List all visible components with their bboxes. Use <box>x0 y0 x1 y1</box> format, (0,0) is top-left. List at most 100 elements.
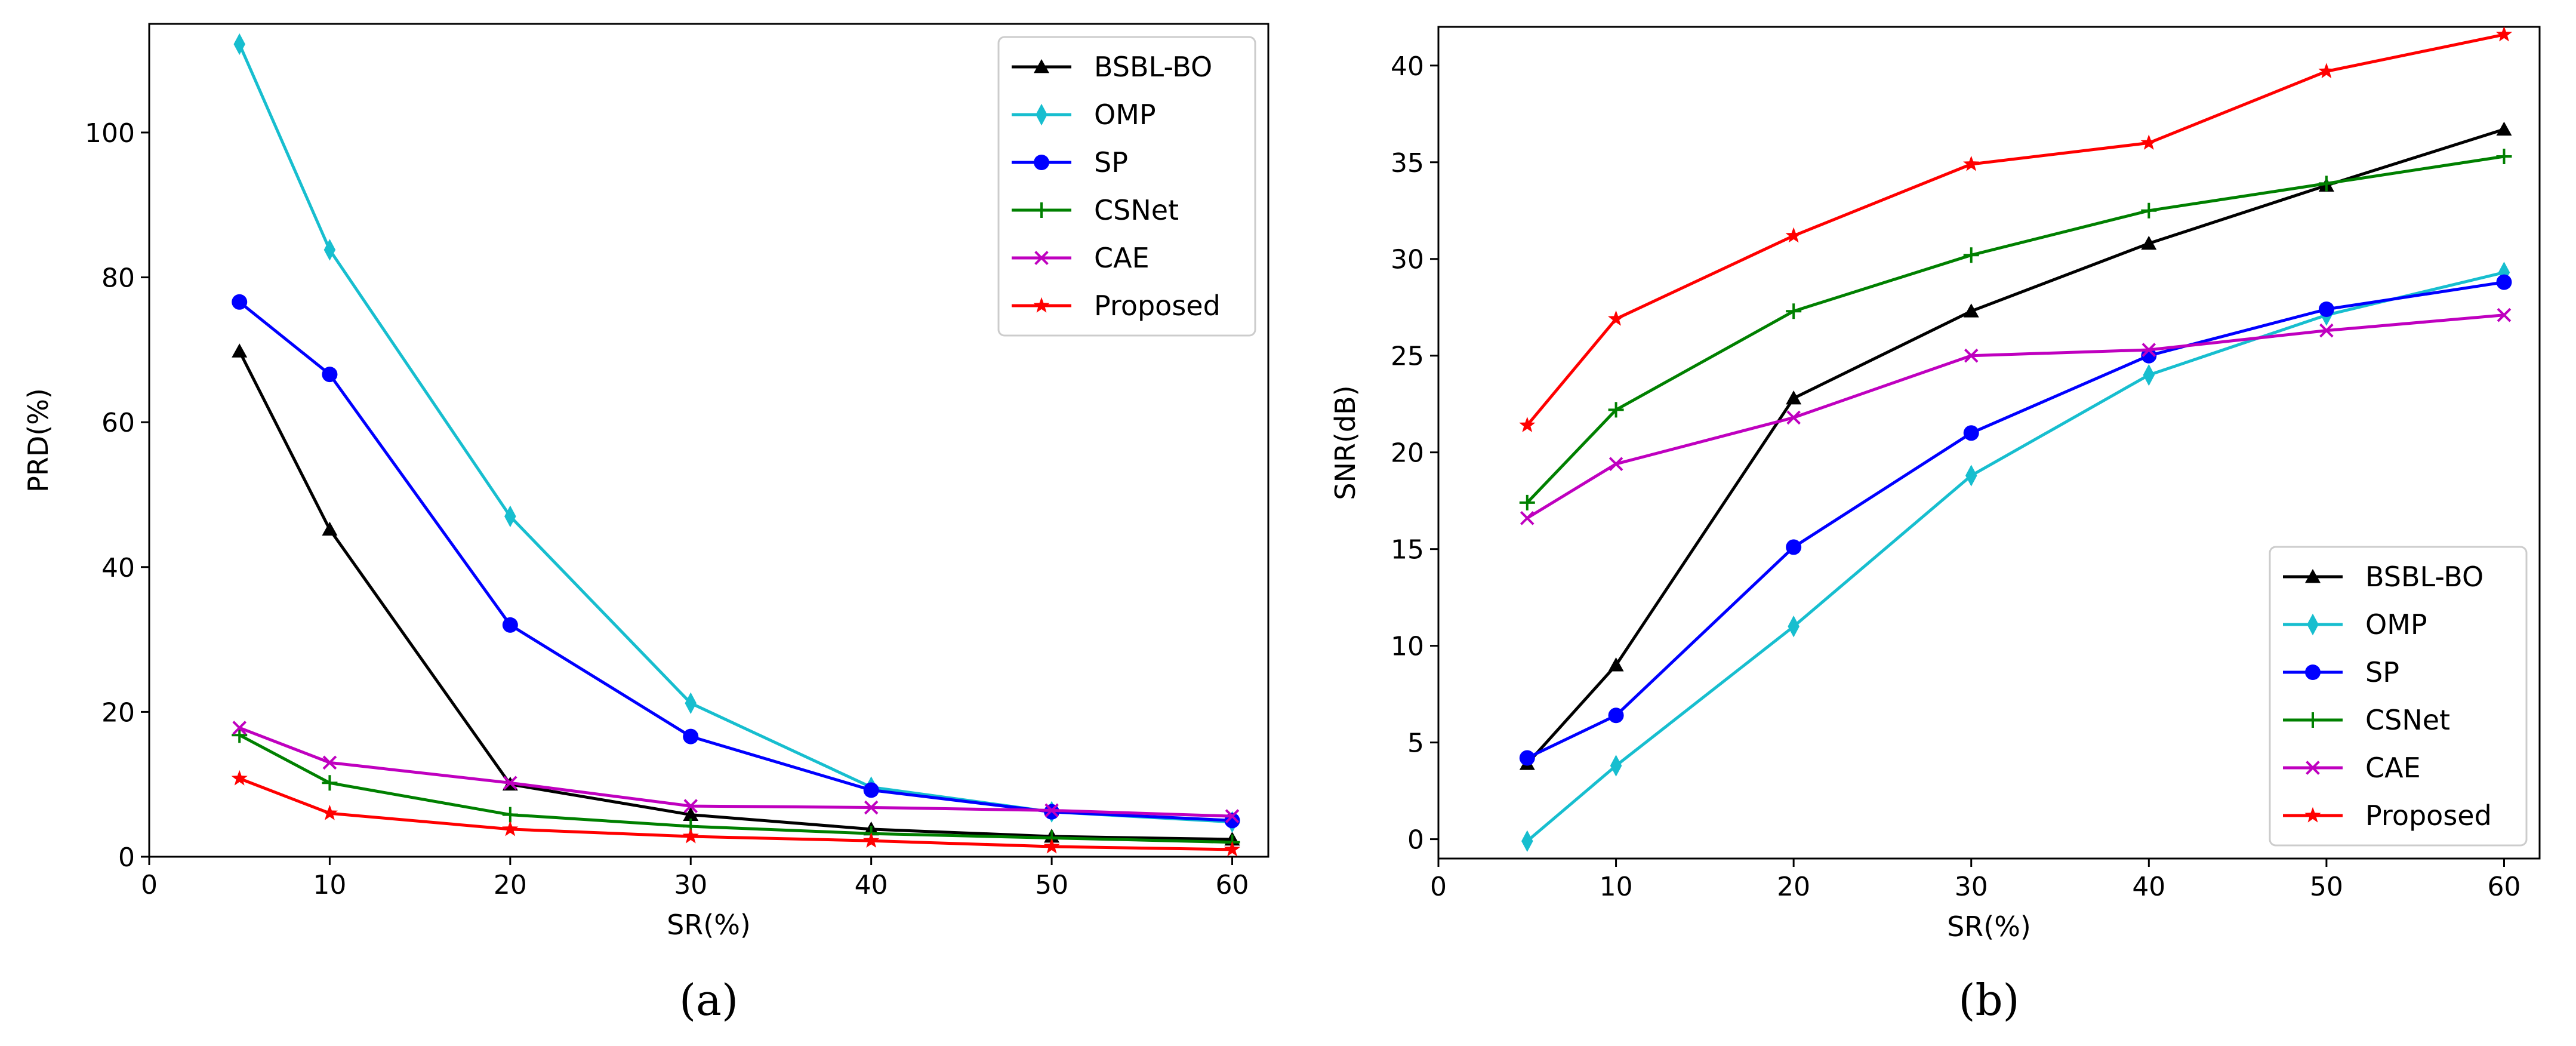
y-tick-label: 40 <box>1391 51 1424 82</box>
data-point-cae <box>2141 343 2156 357</box>
legend-label-sp: SP <box>2365 656 2399 688</box>
legend-marker-csnet <box>1034 202 1049 218</box>
data-point-proposed <box>231 770 248 786</box>
legend-label-sp: SP <box>1094 146 1128 179</box>
series-line-bsbl-bo <box>238 350 1232 841</box>
y-tick-label: 10 <box>1391 632 1424 662</box>
data-point-csnet <box>1608 402 1624 418</box>
y-tick-label: 40 <box>101 553 135 583</box>
series-bsbl-bo <box>232 343 1240 846</box>
series-csnet <box>1519 149 2512 510</box>
panel-caption: (a) <box>679 975 738 1025</box>
data-point-omp <box>685 692 697 715</box>
data-point-omp <box>1521 830 1533 853</box>
data-point-cae <box>322 755 337 770</box>
y-tick-label: 0 <box>118 842 135 873</box>
data-point-sp <box>1963 425 1979 441</box>
data-point-proposed <box>2140 134 2157 150</box>
legend-label-proposed: Proposed <box>1094 290 1221 322</box>
data-point-sp <box>1786 539 1802 555</box>
data-point-bsbl-bo <box>1786 390 1802 405</box>
data-point-proposed <box>1519 417 1536 432</box>
legend-label-omp: OMP <box>1094 99 1156 131</box>
data-point-omp <box>323 239 336 261</box>
y-tick-label: 100 <box>85 118 135 149</box>
x-tick-label: 20 <box>1777 872 1810 902</box>
series-line-cae <box>239 726 1232 818</box>
data-point-csnet <box>1519 494 1535 510</box>
x-tick-label: 0 <box>141 870 158 900</box>
legend-label-bsbl-bo: BSBL-BO <box>1094 51 1212 83</box>
legend-marker-cae <box>1034 251 1049 265</box>
plot-frame <box>1437 26 2541 860</box>
data-point-bsbl-bo <box>2496 121 2512 136</box>
data-point-proposed <box>2318 63 2335 79</box>
data-point-cae <box>1786 410 1801 425</box>
legend-label-cae: CAE <box>1094 242 1150 274</box>
data-point-bsbl-bo <box>1608 657 1624 672</box>
legend-marker-sp <box>2305 664 2321 680</box>
data-point-cae <box>1225 809 1240 823</box>
data-point-proposed <box>1963 155 1980 171</box>
legend-box <box>2269 546 2528 847</box>
data-point-omp <box>1610 755 1622 777</box>
legend-marker-bsbl-bo <box>2305 569 2321 583</box>
data-point-cae <box>2319 323 2334 338</box>
data-point-csnet <box>2318 176 2334 192</box>
data-point-bsbl-bo <box>683 807 699 822</box>
data-point-sp <box>2496 274 2512 290</box>
data-point-cae <box>1964 348 1979 363</box>
data-point-bsbl-bo <box>322 521 338 536</box>
data-point-cae <box>1044 803 1059 818</box>
series-csnet <box>232 727 1240 850</box>
y-tick-label: 35 <box>1391 148 1424 179</box>
data-point-sp <box>322 367 338 383</box>
data-point-proposed <box>2495 26 2513 42</box>
x-tick-label: 60 <box>2487 872 2520 902</box>
data-point-sp <box>232 294 248 310</box>
y-tick-label: 80 <box>101 263 135 294</box>
legend-marker-omp <box>2307 613 2319 636</box>
data-point-csnet <box>232 727 248 743</box>
y-tick-label: 20 <box>1391 438 1424 469</box>
data-point-csnet <box>2496 149 2512 165</box>
legend: BSBL-BO OMP SP CSNet CAE Proposed <box>2269 546 2528 847</box>
y-tick-label: 5 <box>1407 728 1424 759</box>
data-point-sp <box>863 782 879 798</box>
data-point-omp <box>233 33 245 56</box>
x-tick-label: 30 <box>674 870 707 900</box>
series-line-sp <box>238 300 1232 822</box>
chart-panel-b: 0 10 20 30 40 50 60 0 5 10 15 20 25 30 35 40 SR(%) SNR(dB… <box>1329 26 2541 1025</box>
data-point-cae <box>1520 511 1534 525</box>
series-sp <box>1519 274 2512 766</box>
legend-label-csnet: CSNet <box>2365 704 2450 736</box>
x-tick-label: 10 <box>313 870 346 900</box>
series-cae <box>1520 307 2512 525</box>
legend-marker-sp <box>1034 155 1049 170</box>
x-tick-label: 20 <box>494 870 527 900</box>
data-point-cae <box>1609 457 1623 471</box>
data-point-sp <box>683 728 699 744</box>
series-sp <box>232 294 1240 829</box>
plot-frame <box>148 23 1269 858</box>
x-tick-label: 0 <box>1430 872 1447 902</box>
legend-marker-bsbl-bo <box>1034 59 1049 73</box>
x-tick-label: 10 <box>1600 872 1633 902</box>
data-point-omp <box>2143 364 2155 386</box>
legend-box <box>997 36 1256 337</box>
legend-label-omp: OMP <box>2365 608 2427 641</box>
legend-marker-cae <box>2306 761 2320 775</box>
y-tick-label: 20 <box>101 697 135 728</box>
y-tick-label: 30 <box>1391 245 1424 275</box>
legend-marker-csnet <box>2305 712 2321 728</box>
legend-label-bsbl-bo: BSBL-BO <box>2365 561 2483 593</box>
y-tick-label: 15 <box>1391 535 1424 565</box>
data-point-csnet <box>322 775 338 791</box>
data-point-sp <box>1519 750 1535 766</box>
x-tick-label: 50 <box>2310 872 2343 902</box>
data-point-cae <box>503 776 517 790</box>
legend: BSBL-BO OMP SP CSNet CAE Proposed <box>997 36 1256 337</box>
data-point-cae <box>683 799 698 813</box>
series-proposed <box>231 770 1241 857</box>
chart-panel-a: 0 10 20 30 40 50 60 0 20 40 60 80 100 SR(%) PRD(%) (a) B… <box>22 23 1269 1025</box>
